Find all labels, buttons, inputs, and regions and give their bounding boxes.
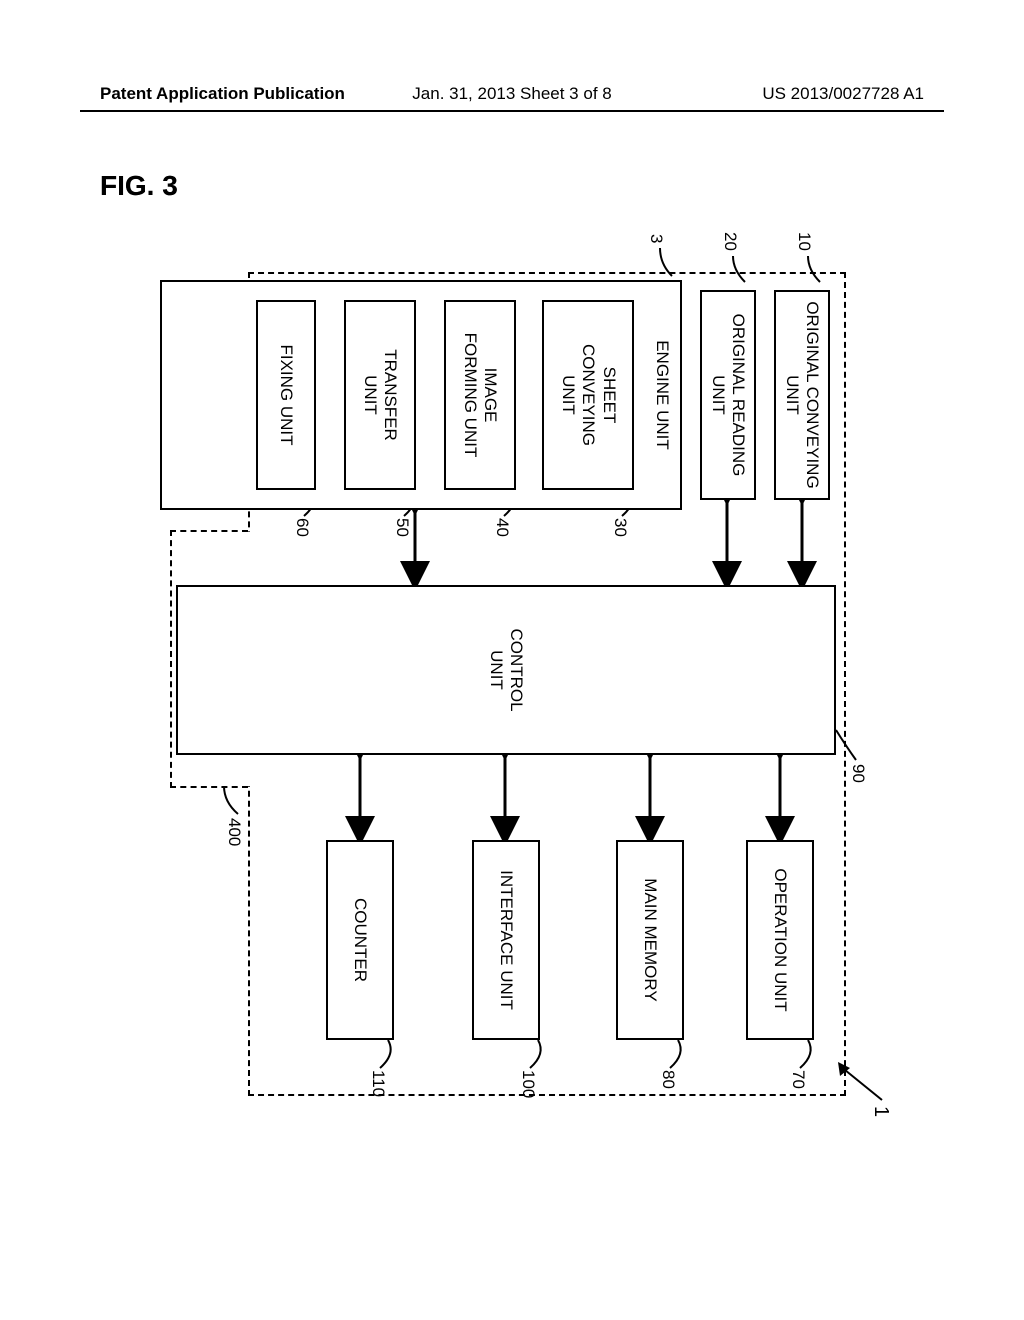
num-40: 40 — [492, 518, 512, 537]
ref-1: 1 — [869, 1106, 892, 1117]
box-counter: COUNTER — [326, 840, 394, 1040]
num-50: 50 — [392, 518, 412, 537]
figure-label-2: FIG. 3 — [100, 170, 178, 202]
num-80: 80 — [658, 1070, 678, 1089]
box-original-reading: ORIGINAL READINGUNIT — [700, 290, 756, 500]
header-left-text: Patent Application Publication — [100, 84, 345, 103]
page-header: Patent Application Publication Jan. 31, … — [100, 84, 924, 104]
num-110: 110 — [368, 1070, 388, 1097]
num-400: 400 — [224, 818, 244, 846]
figure-area-2: FIG. 3 — [100, 170, 920, 1230]
box-original-conveying: ORIGINAL CONVEYINGUNIT — [774, 290, 830, 500]
box-operation: OPERATION UNIT — [746, 840, 814, 1040]
box-label: IMAGEFORMING UNIT — [460, 333, 501, 458]
box-label: ORIGINAL READINGUNIT — [708, 314, 749, 477]
box-main-memory: MAIN MEMORY — [616, 840, 684, 1040]
diagram-wrap: 1 ORIGINAL CONVEYINGUNIT 10 ORIGINAL REA… — [140, 230, 860, 1190]
header-rule — [80, 110, 944, 112]
box-label: FIXING UNIT — [276, 344, 296, 445]
box-transfer: TRANSFERUNIT — [344, 300, 416, 490]
box-label: CONTROLUNIT — [486, 628, 527, 711]
num-90: 90 — [848, 764, 868, 783]
num-10: 10 — [794, 232, 814, 251]
num-70: 70 — [788, 1070, 808, 1089]
box-fixing: FIXING UNIT — [256, 300, 316, 490]
header-center-text: Jan. 31, 2013 Sheet 3 of 8 — [412, 84, 611, 104]
box-label: MAIN MEMORY — [640, 878, 660, 1001]
num-3: 3 — [646, 234, 666, 243]
box-label: INTERFACE UNIT — [496, 870, 516, 1010]
box-sheet-conveying: SHEETCONVEYINGUNIT — [542, 300, 634, 490]
box-image-forming: IMAGEFORMING UNIT — [444, 300, 516, 490]
header-right-text: US 2013/0027728 A1 — [762, 84, 924, 104]
box-label: OPERATION UNIT — [770, 868, 790, 1011]
box-control: CONTROLUNIT — [176, 585, 836, 755]
box-label: SHEETCONVEYINGUNIT — [557, 344, 618, 446]
num-60: 60 — [292, 518, 312, 537]
num-30: 30 — [610, 518, 630, 537]
num-20: 20 — [720, 232, 740, 251]
box-label: ORIGINAL CONVEYINGUNIT — [782, 301, 823, 488]
box-label: ENGINE UNIT — [652, 340, 672, 450]
box-label: TRANSFERUNIT — [360, 349, 401, 441]
box-interface: INTERFACE UNIT — [472, 840, 540, 1040]
box-label: COUNTER — [350, 898, 370, 982]
num-100: 100 — [518, 1070, 538, 1098]
